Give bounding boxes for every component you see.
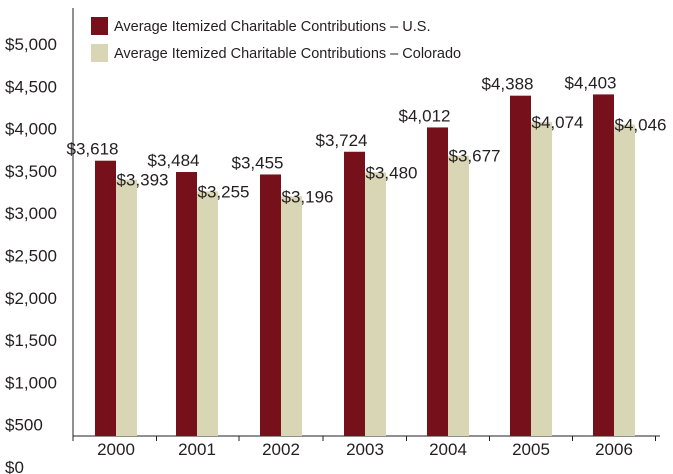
data-label-colorado: $4,074 — [532, 113, 584, 132]
y-tick-label: $4,500 — [5, 77, 57, 96]
bar-us — [95, 160, 116, 437]
x-category-label: 2005 — [512, 440, 550, 459]
y-tick-label: $3,500 — [5, 162, 57, 181]
bar-us — [344, 151, 365, 437]
data-label-us: $4,388 — [482, 75, 534, 94]
bar-colorado — [448, 155, 469, 436]
x-category-label: 2003 — [346, 440, 384, 459]
x-category-label: 2001 — [178, 440, 216, 459]
bar-colorado — [531, 122, 552, 436]
bar-colorado — [365, 172, 386, 436]
bar-us — [427, 127, 448, 436]
data-label-us: $3,618 — [67, 140, 119, 159]
legend-swatch-colorado — [91, 44, 108, 62]
y-tick-label: $2,500 — [5, 247, 57, 266]
legend: Average Itemized Charitable Contribution… — [91, 17, 461, 62]
data-labels: $3,618 $3,484 $3,455 $3,724 $4,012 $4,388 $4,4… — [67, 73, 667, 206]
y-tick-label: $2,000 — [5, 289, 57, 308]
data-label-colorado: $3,393 — [117, 171, 169, 190]
y-tick-label: $500 — [5, 416, 43, 435]
y-tick-label: $5,000 — [5, 35, 57, 54]
bar-colorado — [614, 124, 635, 436]
bar-colorado — [116, 179, 137, 437]
x-category-label: 2000 — [97, 440, 135, 459]
legend-swatch-us — [91, 17, 108, 35]
bar-us — [176, 172, 197, 437]
bar-colorado — [197, 191, 218, 436]
x-category-label: 2002 — [262, 440, 300, 459]
y-tick-label: $3,000 — [5, 204, 57, 223]
x-category-label: 2004 — [429, 440, 467, 459]
data-label-us: $4,012 — [399, 106, 451, 125]
bars — [95, 94, 635, 437]
y-tick-label: $1,500 — [5, 331, 57, 350]
bar-us — [593, 94, 614, 436]
data-label-colorado: $3,196 — [282, 187, 334, 206]
data-label-colorado: $3,677 — [449, 147, 501, 166]
data-label-us: $3,484 — [148, 151, 200, 170]
y-tick-label: $1,000 — [5, 373, 57, 392]
x-category-labels: 2000 2001 2002 2003 2004 2005 2006 — [72, 436, 656, 459]
data-label-us: $3,455 — [232, 153, 284, 172]
bar-us — [510, 95, 531, 437]
data-label-colorado: $3,255 — [198, 182, 250, 201]
data-label-us: $4,403 — [565, 73, 617, 92]
y-tick-label: $0 — [5, 458, 24, 474]
y-tick-labels: $0 $500 $1,000 $1,500 $2,000 $2,500 $3,000 $3,5… — [5, 35, 57, 474]
x-category-label: 2006 — [595, 440, 633, 459]
legend-label-colorado: Average Itemized Charitable Contribution… — [114, 46, 461, 62]
y-tick-label: $4,000 — [5, 120, 57, 139]
data-label-us: $3,724 — [316, 131, 368, 150]
legend-label-us: Average Itemized Charitable Contribution… — [114, 19, 430, 35]
data-label-colorado: $4,046 — [615, 116, 667, 135]
data-label-colorado: $3,480 — [366, 163, 418, 182]
bar-colorado — [281, 196, 302, 436]
bar-us — [260, 174, 281, 436]
